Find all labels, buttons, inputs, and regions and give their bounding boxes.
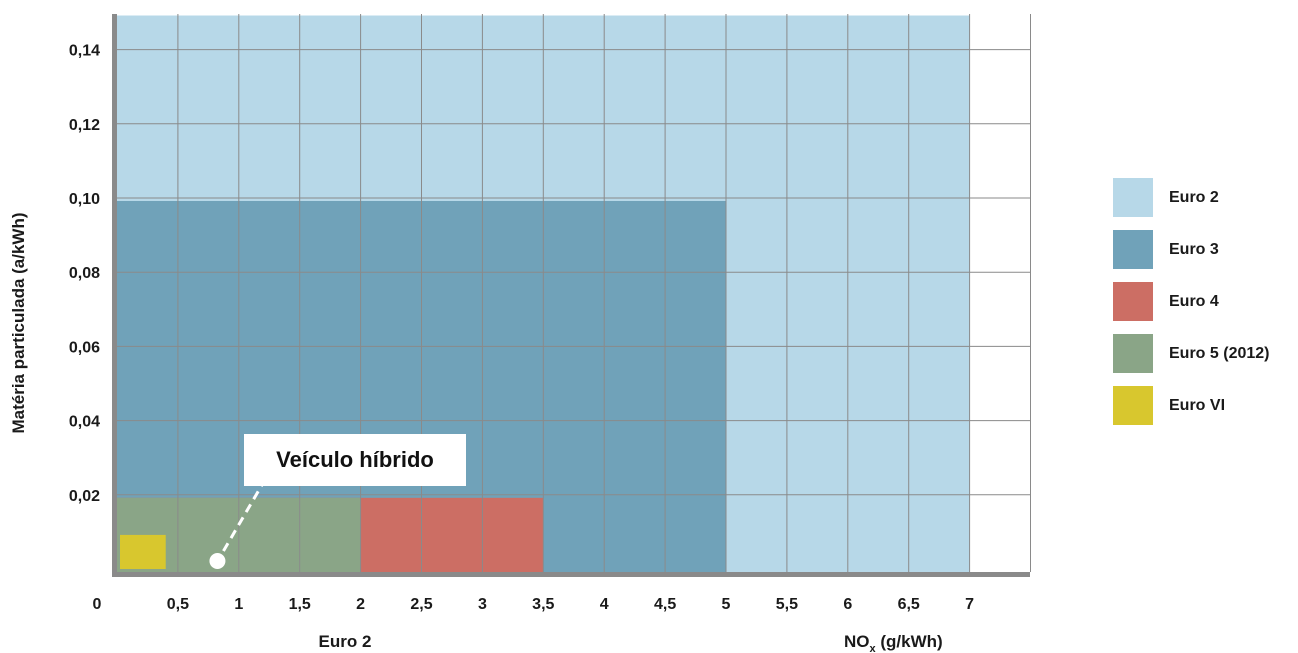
legend-swatch bbox=[1113, 334, 1153, 373]
x-tick-label: 6 bbox=[843, 596, 852, 613]
x-axis-label: NOx (g/kWh) bbox=[844, 632, 943, 653]
x-tick-label: 7 bbox=[965, 596, 974, 613]
hybrid-vehicle-label: Veículo híbrido bbox=[276, 447, 434, 472]
y-tick-label: 0,06 bbox=[69, 339, 100, 356]
y-axis-line bbox=[112, 14, 117, 577]
legend-item: Euro 5 (2012) bbox=[1113, 334, 1269, 373]
legend-item: Euro 2 bbox=[1113, 178, 1269, 217]
y-axis-label: Matéria particulada (a/kWh) bbox=[9, 212, 28, 433]
legend-item: Euro 4 bbox=[1113, 282, 1269, 321]
legend-label: Euro 2 bbox=[1169, 188, 1219, 206]
legend-item: Euro 3 bbox=[1113, 230, 1269, 269]
legend-swatch bbox=[1113, 178, 1153, 217]
legend: Euro 2 Euro 3 Euro 4 Euro 5 (2012) Euro VI bbox=[1113, 178, 1269, 438]
x-tick-label: 1 bbox=[234, 596, 243, 613]
hybrid-vehicle-callout: Veículo híbrido bbox=[244, 434, 466, 486]
y-tick-label: 0,12 bbox=[69, 117, 100, 134]
y-tick-labels: 0,02 0,04 0,06 0,08 0,10 0,12 0,14 bbox=[69, 43, 100, 505]
y-tick-label: 0,04 bbox=[69, 414, 100, 431]
legend-label: Euro 4 bbox=[1169, 292, 1219, 310]
legend-swatch bbox=[1113, 230, 1153, 269]
y-tick-label: 0,02 bbox=[69, 488, 100, 505]
y-tick-label: 0,10 bbox=[69, 191, 100, 208]
region-euro-vi bbox=[120, 534, 166, 569]
legend-swatch bbox=[1113, 386, 1153, 425]
x-tick-label: 5,5 bbox=[776, 596, 798, 613]
x-axis-line bbox=[112, 572, 1030, 577]
axes bbox=[112, 14, 1030, 577]
x-secondary-label: Euro 2 bbox=[319, 632, 372, 651]
x-tick-label: 1,5 bbox=[289, 596, 311, 613]
x-tick-label: 4 bbox=[600, 596, 609, 613]
grid-lines bbox=[117, 14, 1031, 572]
x-tick-label: 0 bbox=[93, 596, 102, 613]
x-tick-label: 3 bbox=[478, 596, 487, 613]
hybrid-vehicle-point bbox=[209, 553, 226, 570]
x-tick-label: 5 bbox=[722, 596, 731, 613]
x-tick-label: 3,5 bbox=[532, 596, 554, 613]
legend-label: Euro 5 (2012) bbox=[1169, 344, 1270, 362]
legend-swatch bbox=[1113, 282, 1153, 321]
legend-item: Euro VI bbox=[1113, 386, 1269, 425]
y-tick-label: 0,14 bbox=[69, 43, 100, 60]
legend-label: Euro 3 bbox=[1169, 240, 1219, 258]
legend-label: Euro VI bbox=[1169, 396, 1226, 414]
y-tick-label: 0,08 bbox=[69, 265, 100, 282]
x-tick-label: 6,5 bbox=[898, 596, 920, 613]
x-tick-label: 2,5 bbox=[410, 596, 432, 613]
x-tick-label: 4,5 bbox=[654, 596, 676, 613]
x-tick-label: 2 bbox=[356, 596, 365, 613]
x-tick-label: 0,5 bbox=[167, 596, 189, 613]
x-tick-labels: 0 0,5 1 1,5 2 2,5 3 3,5 4 4,5 5 5,5 6 6,5 7 bbox=[93, 596, 975, 613]
